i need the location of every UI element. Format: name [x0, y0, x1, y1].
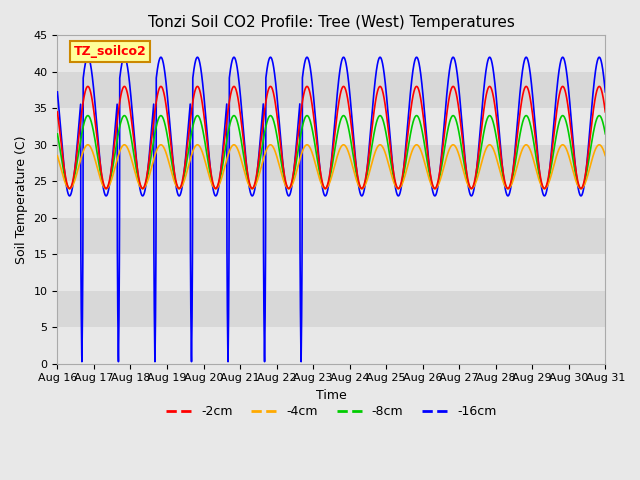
Text: TZ_soilco2: TZ_soilco2	[74, 45, 147, 58]
Bar	[58, 327, 605, 364]
Bar	[58, 145, 605, 181]
Bar	[58, 218, 605, 254]
Bar	[58, 181, 605, 218]
Legend: -2cm, -4cm, -8cm, -16cm: -2cm, -4cm, -8cm, -16cm	[161, 400, 502, 423]
Y-axis label: Soil Temperature (C): Soil Temperature (C)	[15, 135, 28, 264]
Title: Tonzi Soil CO2 Profile: Tree (West) Temperatures: Tonzi Soil CO2 Profile: Tree (West) Temp…	[148, 15, 515, 30]
Bar	[58, 254, 605, 291]
X-axis label: Time: Time	[316, 389, 347, 402]
Bar	[58, 108, 605, 145]
Bar	[58, 291, 605, 327]
Bar	[58, 36, 605, 72]
Bar	[58, 72, 605, 108]
